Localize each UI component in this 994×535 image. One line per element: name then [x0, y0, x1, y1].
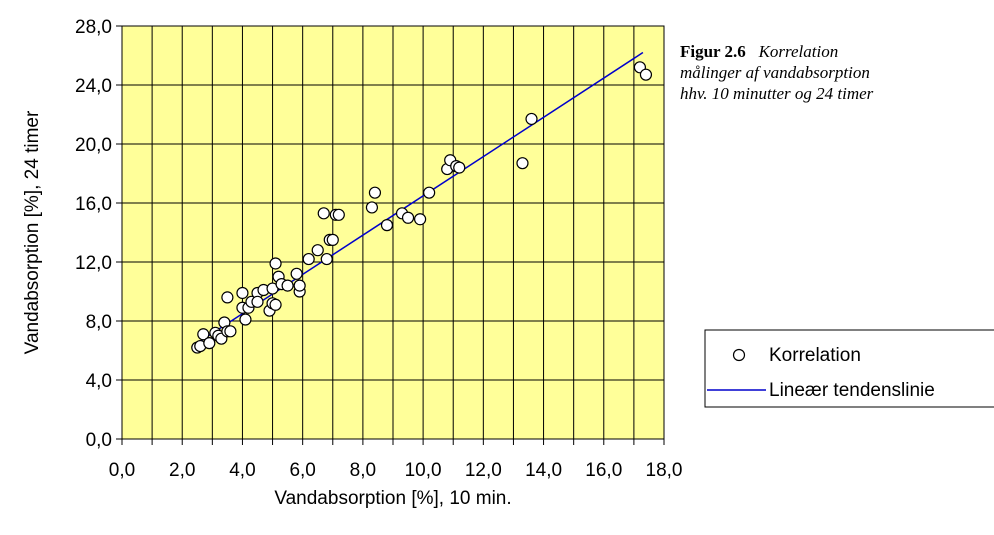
y-tick-label-3: 12,0 — [75, 253, 112, 274]
data-point-2 — [197, 328, 210, 341]
data-point-35 — [326, 233, 339, 246]
data-point-32 — [317, 207, 330, 220]
figure-caption: Figur 2.6 Korrelation målinger af vandab… — [680, 41, 994, 104]
legend-label-trendline: Lineær tendenslinie — [769, 380, 935, 401]
caption-line-1: Figur 2.6 Korrelation — [680, 41, 994, 62]
data-point-3 — [203, 337, 216, 350]
legend: Korrelation Lineær tendenslinie — [704, 329, 994, 408]
data-point-26 — [281, 279, 294, 292]
x-tick-label-9: 18,0 — [646, 460, 683, 481]
x-tick-label-5: 10,0 — [405, 460, 442, 481]
legend-label-korrelation: Korrelation — [769, 345, 861, 366]
x-tick-label-4: 8,0 — [350, 460, 376, 481]
data-point-43 — [414, 213, 427, 226]
data-point-9 — [221, 291, 234, 304]
y-tick-label-0: 0,0 — [86, 430, 112, 451]
x-tick-label-0: 0,0 — [109, 460, 135, 481]
data-point-30 — [302, 252, 315, 266]
trendline — [196, 51, 644, 344]
data-point-22 — [269, 257, 282, 270]
data-point-42 — [401, 211, 415, 224]
x-tick-label-3: 6,0 — [289, 460, 315, 481]
data-point-40 — [380, 219, 394, 232]
data-point-11 — [236, 286, 249, 300]
data-point-29 — [293, 279, 306, 292]
y-tick-label-6: 24,0 — [75, 76, 112, 97]
y-tick-label-5: 20,0 — [75, 135, 112, 156]
y-tick-label-7: 28,0 — [75, 17, 112, 38]
tick-labels: 0,0 4,0 8,0 12,0 16,0 20,0 24,0 28,0 0,0 2,0 4,0 6,… — [75, 17, 682, 481]
data-point-38 — [365, 201, 379, 214]
gridlines — [122, 26, 664, 439]
scatter-series — [191, 61, 653, 354]
caption-text-1: Korrelation — [758, 42, 839, 61]
caption-line-2: målinger af vandabsorption — [680, 63, 870, 82]
x-tick-label-1: 2,0 — [169, 460, 195, 481]
data-point-23 — [269, 298, 282, 311]
caption-line-3: hhv. 10 minutter og 24 timer — [680, 84, 874, 103]
caption-label: Figur 2.6 — [680, 42, 746, 61]
data-point-37 — [332, 208, 345, 221]
trendline-series — [196, 51, 644, 344]
y-tick-label-4: 16,0 — [75, 194, 112, 215]
data-point-10 — [224, 325, 237, 338]
x-axis-title: Vandabsorption [%], 10 min. — [274, 488, 511, 509]
data-point-39 — [368, 186, 382, 199]
data-point-44 — [423, 186, 436, 199]
data-point-27 — [290, 267, 303, 280]
x-tick-label-6: 12,0 — [465, 460, 502, 481]
y-tick-label-1: 4,0 — [86, 371, 112, 392]
y-tick-label-2: 8,0 — [86, 312, 112, 333]
y-axis-title: Vandabsorption [%], 24 timer — [22, 110, 43, 354]
x-tick-label-2: 4,0 — [229, 460, 255, 481]
data-point-48 — [453, 161, 466, 174]
x-tick-label-7: 14,0 — [525, 460, 562, 481]
x-tick-label-8: 16,0 — [585, 460, 622, 481]
data-point-50 — [525, 112, 538, 126]
data-point-13 — [239, 313, 252, 326]
legend-marker-korrelation — [732, 348, 746, 362]
data-point-33 — [320, 252, 333, 266]
data-point-31 — [311, 244, 324, 257]
legend-box — [704, 329, 994, 408]
data-point-52 — [639, 68, 653, 81]
data-point-17 — [251, 295, 264, 308]
data-point-49 — [516, 157, 529, 170]
